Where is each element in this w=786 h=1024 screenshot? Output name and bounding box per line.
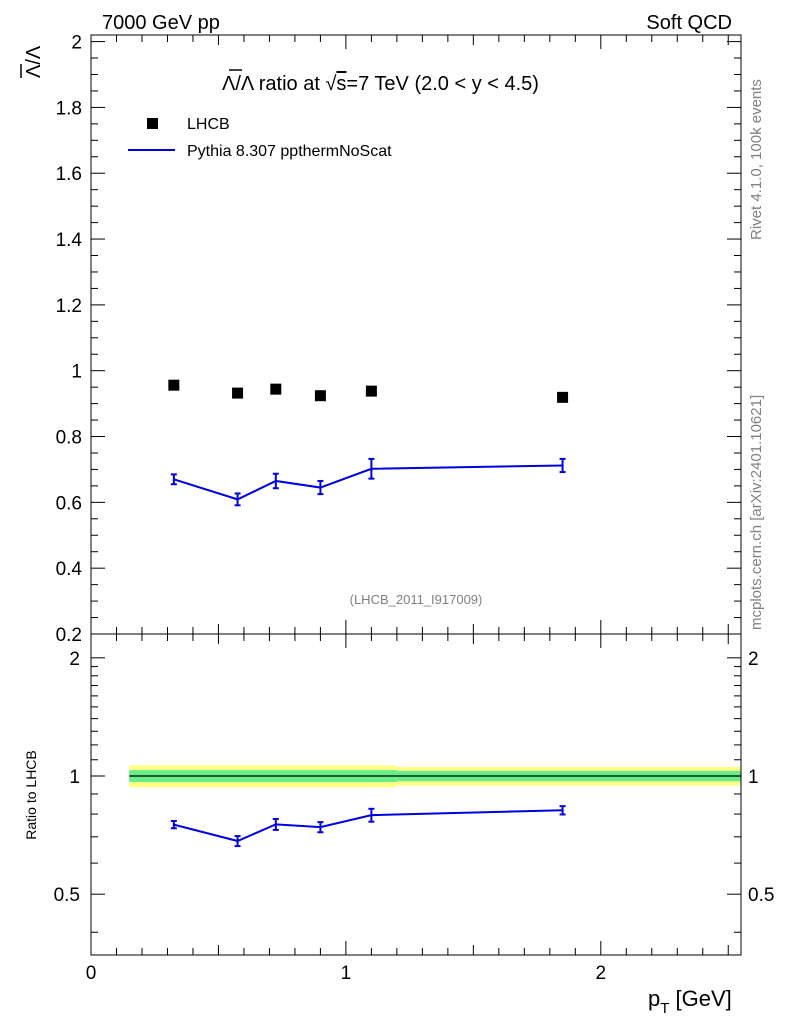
main-ytick-label: 0.2: [56, 625, 82, 646]
pythia-line: [173, 464, 563, 501]
main-ytick-label: 1.8: [56, 98, 82, 119]
main-ytick-label: 0.4: [56, 559, 83, 580]
legend-pythia-label: Pythia 8.307 ppthermNoScat: [187, 143, 392, 160]
ratio-ytick-label-right: 0.5: [748, 885, 774, 906]
title-sqrt-symbol: √: [325, 73, 336, 95]
main-ytick-label: 1.2: [56, 296, 82, 317]
main-ytick-label: 0.8: [56, 428, 82, 449]
title-prefix: Λ/Λ ratio at: [222, 73, 325, 95]
main-ytick-label: 0.6: [56, 493, 82, 514]
main-ytick-labels: 0.2 0.4 0.6 0.8 1 1.2 1.4 1.6 1.8 2: [56, 33, 83, 646]
rivet-watermark: Rivet 4.1.0, 100k events: [748, 79, 765, 240]
legend-lhcb-label: LHCB: [187, 116, 230, 133]
main-panel: 0.2 0.4 0.6 0.8 1 1.2 1.4 1.6 1.8 2 Λ/Λ ratio at …: [20, 33, 742, 646]
ratio-ytick-label-left: 2: [69, 649, 80, 670]
ratio-pythia-line: [173, 809, 563, 843]
header-left-label: 7000 GeV pp: [102, 12, 220, 34]
main-mc-series: [170, 457, 566, 507]
lhcb-data-point: [168, 379, 180, 391]
lhcb-data-point: [314, 390, 326, 402]
ratio-axis-ticks: [90, 634, 741, 955]
mcplots-watermark: mcplots.cern.ch [arXiv:2401.10621]: [748, 395, 765, 630]
ratio-ytick-label-left: 0.5: [54, 885, 80, 906]
main-ytick-label: 2: [71, 33, 82, 54]
main-ytick-label: 1.6: [56, 164, 82, 185]
legend-lhcb-marker: [147, 118, 158, 129]
ratio-ytick-label-right: 2: [748, 649, 759, 670]
ratio-uncertainty-band: [129, 765, 741, 788]
ratio-ytick-label-right: 1: [748, 767, 759, 788]
xtick-label: 0: [86, 963, 97, 984]
xlabel-sub: T: [660, 1000, 669, 1017]
header-right-label: Soft QCD: [646, 12, 732, 34]
lhcb-data-point: [557, 391, 569, 403]
ratio-frame: [90, 633, 742, 956]
xlabel-p: p: [648, 986, 660, 1011]
xtick-label: 1: [341, 963, 352, 984]
ratio-panel: 0.5 0.5 1 1 2 2 0 1 2 Ratio to LHCB pT [GeV]: [23, 633, 775, 1017]
lhcb-data-point: [232, 387, 244, 399]
xlabel: pT [GeV]: [648, 986, 732, 1017]
title-sqrt-arg: s: [336, 73, 346, 95]
main-ylabel: Λ/Λ: [23, 45, 45, 78]
analysis-label: (LHCB_2011_I917009): [350, 592, 483, 607]
main-ytick-label: 1: [71, 362, 82, 383]
main-ytick-label: 1.4: [56, 230, 83, 251]
ratio-mc-series: [170, 805, 566, 848]
main-title: Λ/Λ ratio at √s=7 TeV (2.0 < y < 4.5): [222, 73, 539, 95]
ratio-ylabel: Ratio to LHCB: [23, 750, 39, 839]
xtick-label: 2: [596, 963, 607, 984]
xlabel-unit: [GeV]: [669, 986, 731, 1011]
main-data-series: [168, 379, 569, 403]
title-suffix: =7 TeV (2.0 < y < 4.5): [346, 73, 539, 95]
ratio-ytick-labels: 0.5 0.5 1 1 2 2: [54, 649, 775, 906]
lhcb-data-point: [365, 385, 377, 397]
lhcb-data-point: [270, 383, 282, 395]
ratio-xtick-labels: 0 1 2: [86, 963, 606, 984]
ratio-ytick-label-left: 1: [69, 767, 80, 788]
